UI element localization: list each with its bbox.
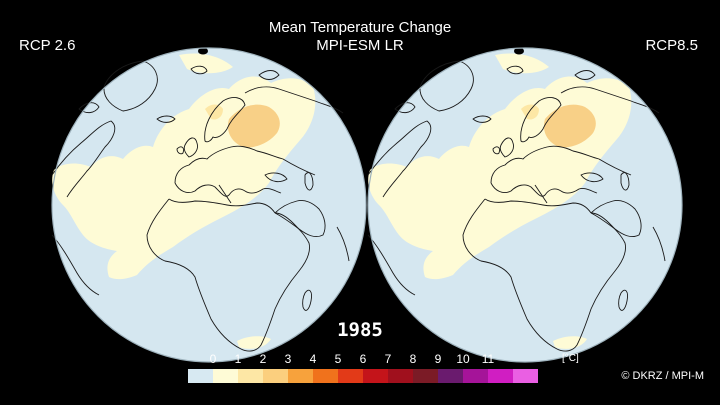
globe-left (51, 46, 367, 363)
colorbar-unit: [°C] (562, 353, 579, 364)
colorbar-swatch (363, 369, 388, 383)
colorbar-swatch (213, 369, 238, 383)
colorbar-tick-label: 4 (309, 352, 317, 366)
colorbar-swatch (313, 369, 338, 383)
colorbar-tick-label: 1 (234, 352, 242, 366)
year-label: 1985 (337, 319, 383, 341)
colorbar: 0 1 2 3 4 5 6 7 8 9 10 11 [°C] (188, 352, 579, 384)
colorbar-swatch (463, 369, 488, 383)
colorbar-tick-label: 5 (334, 352, 342, 366)
colorbar-tick-label: 8 (409, 352, 417, 366)
colorbar-swatch (488, 369, 513, 383)
colorbar-swatch (188, 369, 213, 383)
colorbar-tick-label: 0 (209, 352, 217, 366)
title-line-1: Mean Temperature Change (268, 19, 452, 36)
scenario-label-left: RCP 2.6 (19, 37, 76, 54)
colorbar-swatch (338, 369, 363, 383)
colorbar-swatch (238, 369, 263, 383)
title-line-2: MPI-ESM LR (316, 37, 404, 54)
colorbar-tick-label: 10 (456, 352, 470, 366)
colorbar-tick-label: 2 (259, 352, 267, 366)
colorbar-swatch (288, 369, 313, 383)
colorbar-tick-label: 11 (481, 352, 495, 366)
colorbar-swatch (438, 369, 463, 383)
colorbar-tick-label: 7 (384, 352, 392, 366)
colorbar-swatch (388, 369, 413, 383)
colorbar-tick-label: 9 (434, 352, 442, 366)
colorbar-swatch (263, 369, 288, 383)
colorbar-swatch (513, 369, 538, 383)
credit-text: © DKRZ / MPI-M (621, 370, 704, 382)
scenario-label-right: RCP8.5 (645, 37, 698, 54)
colorbar-tick-label: 6 (359, 352, 367, 366)
colorbar-swatch (413, 369, 438, 383)
colorbar-swatches (188, 369, 538, 383)
colorbar-tick-label: 3 (284, 352, 292, 366)
globe-right (367, 46, 683, 363)
